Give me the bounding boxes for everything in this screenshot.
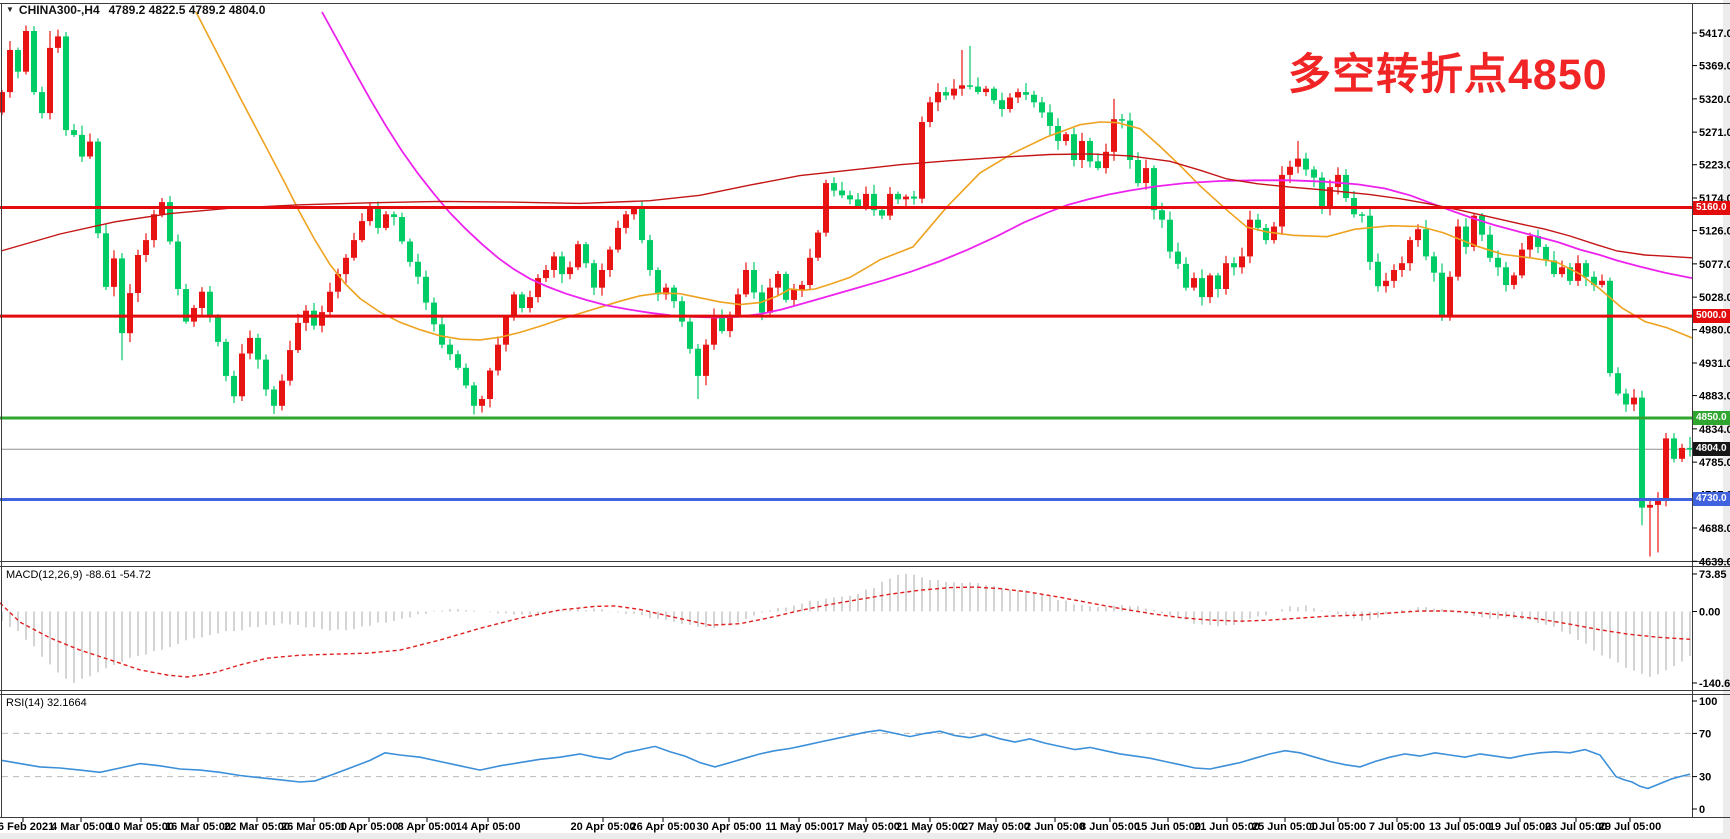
rsi-line [1, 729, 1691, 790]
axis-label: 15 Jun 05:00 [1135, 821, 1201, 833]
axis-label: 30 [1699, 772, 1711, 784]
axis-label: 25 Jun 05:00 [1252, 821, 1318, 833]
axis-label: 4834.0 [1699, 424, 1730, 436]
axis-label: 1 Jul 05:00 [1310, 821, 1366, 833]
ma-slow-red [0, 153, 1693, 259]
axis-label: 20 Apr 05:00 [570, 821, 635, 833]
axis-label: 16 Mar 05:00 [165, 821, 231, 833]
axis-label: 5271.0 [1699, 127, 1730, 139]
axis-label: 4785.0 [1699, 457, 1730, 469]
axis-label: 2 Jun 05:00 [1025, 821, 1085, 833]
rsi-panel-area[interactable] [0, 694, 1692, 817]
axis-label: -140.67 [1699, 678, 1730, 690]
ma-fast-orange [195, 11, 1693, 341]
axis-label: 22 Mar 05:00 [224, 821, 290, 833]
axis-label: 21 Jun 05:00 [1194, 821, 1260, 833]
macd-signal-line [0, 586, 1691, 678]
title-ohlc-values: 4789.2 4822.5 4789.2 4804.0 [108, 3, 266, 17]
axis-label: 8 Jun 05:00 [1080, 821, 1140, 833]
axis-label: 4883.0 [1699, 391, 1730, 403]
annotation-text: 多空转折点4850 [1288, 51, 1608, 99]
axis-label: 27 May 05:00 [962, 821, 1030, 833]
axis-label: 1 Apr 05:00 [340, 821, 399, 833]
ma-mid-magenta [321, 11, 1693, 319]
axis-label: 5369.0 [1699, 61, 1730, 73]
symbol-dropdown-icon[interactable]: ▼ [6, 5, 14, 14]
axis-label: 17 May 05:00 [832, 821, 900, 833]
axis-label: 26 Mar 05:00 [281, 821, 347, 833]
badge-current-price: 4804.0 [1693, 442, 1730, 456]
axis-label: 0.00 [1699, 607, 1720, 619]
axis-label: 21 May 05:00 [896, 821, 964, 833]
price-axis[interactable] [1692, 3, 1730, 817]
axis-label: 23 Jul 05:00 [1545, 821, 1607, 833]
badge-4730.0: 4730.0 [1693, 492, 1730, 506]
badge-5000.0: 5000.0 [1693, 309, 1730, 323]
chart-title: ▼ CHINA300-,H4 4789.2 4822.5 4789.2 4804.0 [6, 3, 265, 17]
badge-4850.0: 4850.0 [1693, 411, 1730, 425]
macd-panel-area[interactable] [0, 567, 1692, 690]
axis-label: 5028.0 [1699, 292, 1730, 304]
axis-label: 70 [1699, 728, 1711, 740]
candles-group [0, 25, 1693, 557]
time-axis[interactable] [0, 817, 1730, 834]
axis-label: 4931.0 [1699, 358, 1730, 370]
axis-label: 19 Jul 05:00 [1489, 821, 1551, 833]
axis-label: 26 Feb 2021 [0, 821, 54, 833]
axis-label: 5077.0 [1699, 259, 1730, 271]
axis-label: 73.85 [1699, 569, 1727, 581]
axis-label: 8 Apr 05:00 [398, 821, 457, 833]
axis-label: 7 Jul 05:00 [1369, 821, 1425, 833]
axis-label: 5417.0 [1699, 28, 1730, 40]
title-symbol: CHINA300-,H4 [18, 3, 100, 17]
axis-label: 26 Apr 05:00 [630, 821, 695, 833]
axis-label: 29 Jul 05:00 [1599, 821, 1661, 833]
axis-label: 30 Apr 05:00 [696, 821, 761, 833]
axis-label: 10 Mar 05:00 [108, 821, 174, 833]
badge-5160.0: 5160.0 [1693, 201, 1730, 215]
axis-label: 4688.0 [1699, 523, 1730, 535]
axis-label: 4980.0 [1699, 325, 1730, 337]
axis-label: 14 Apr 05:00 [455, 821, 520, 833]
axis-label: 0 [1699, 804, 1705, 816]
axis-label: 100 [1699, 696, 1717, 708]
axis-label: 5223.0 [1699, 160, 1730, 172]
axis-label: 4 Mar 05:00 [51, 821, 111, 833]
axis-label: 13 Jul 05:00 [1429, 821, 1491, 833]
rsi-indicator-label: RSI(14) 32.1664 [6, 697, 87, 709]
macd-indicator-label: MACD(12,26,9) -88.61 -54.72 [6, 569, 151, 581]
axis-label: 11 May 05:00 [765, 821, 832, 833]
axis-label: 5320.0 [1699, 94, 1730, 106]
axis-label: 5126.0 [1699, 226, 1730, 238]
axis-label: 4639.0 [1699, 556, 1730, 568]
